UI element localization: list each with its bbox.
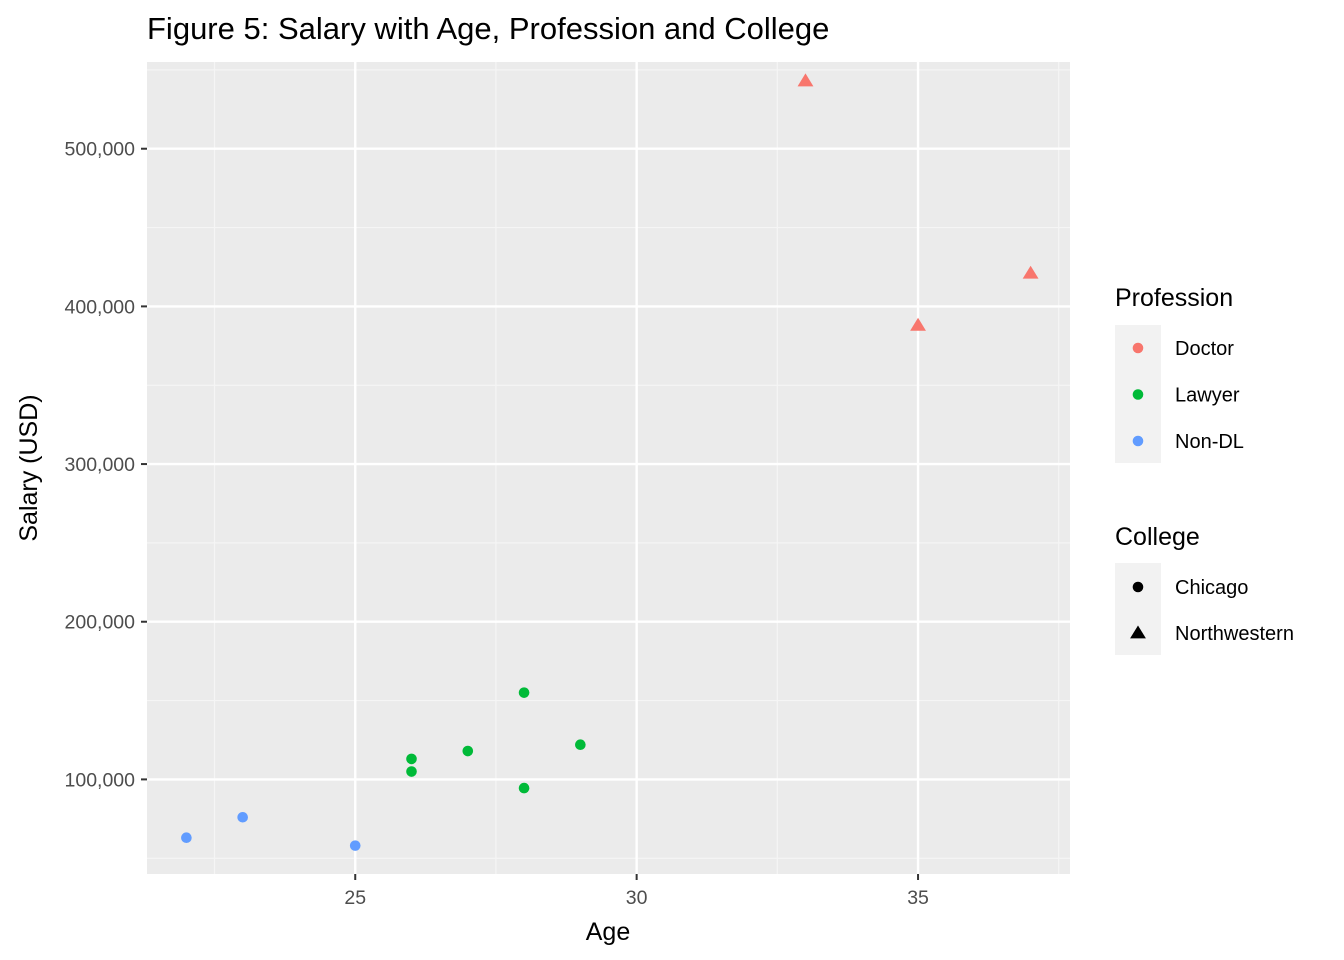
legend-label-non-dl: Non-DL [1175,431,1244,453]
data-point-non-dl-circle [181,832,192,844]
data-point-doctor-triangle [797,73,814,87]
y-tick-label: 100,000 [65,769,136,791]
data-point-non-dl-circle [349,840,361,851]
college-legend: College Chicago Northwestern [1115,523,1294,655]
major-gridlines [147,62,1070,874]
y-tick-label: 400,000 [65,296,136,318]
legend-key-lawyer [1132,389,1144,400]
y-tick-label: 300,000 [65,454,136,476]
data-point-non-dl-circle [237,811,248,823]
college-legend-title: College [1115,523,1200,551]
legend-key-non-dl [1132,435,1144,447]
x-tick-label: 35 [907,887,929,909]
y-tick-label: 500,000 [65,139,136,161]
data-point-doctor-triangle [910,317,926,331]
y-axis-ticks: 100,000 200,000 300,000 400,000 500,000 [65,139,147,791]
legend-key-northwestern [1130,625,1146,639]
legend-key-doctor [1132,342,1144,354]
x-axis-ticks: 25 30 35 [344,874,929,909]
data-point-lawyer-circle [462,745,474,757]
x-tick-label: 25 [344,887,366,909]
chart-title: Figure 5: Salary with Age, Profession an… [147,11,829,46]
college-legend-key-bg [1115,563,1161,655]
legend-label-chicago: Chicago [1175,577,1248,599]
profession-legend: Profession Doctor Lawyer Non-DL [1115,284,1244,463]
legend-label-lawyer: Lawyer [1175,385,1240,407]
y-tick-label: 200,000 [65,612,136,634]
profession-legend-title: Profession [1115,284,1233,312]
x-tick-label: 30 [626,887,648,909]
data-point-lawyer-circle [406,753,417,765]
legend-label-northwestern: Northwestern [1175,623,1294,645]
data-point-doctor-triangle [1022,265,1039,279]
data-point-lawyer-circle [518,687,530,698]
data-point-lawyer-circle [575,739,586,751]
data-points [181,73,1039,851]
minor-gridlines [147,62,1070,874]
plot-panel [147,62,1070,874]
legend-label-doctor: Doctor [1175,338,1234,360]
legend-key-chicago [1132,581,1144,593]
x-axis-title: Age [586,918,630,946]
y-axis-title: Salary (USD) [15,394,43,541]
data-point-lawyer-circle [518,782,530,794]
data-point-lawyer-circle [406,766,417,777]
